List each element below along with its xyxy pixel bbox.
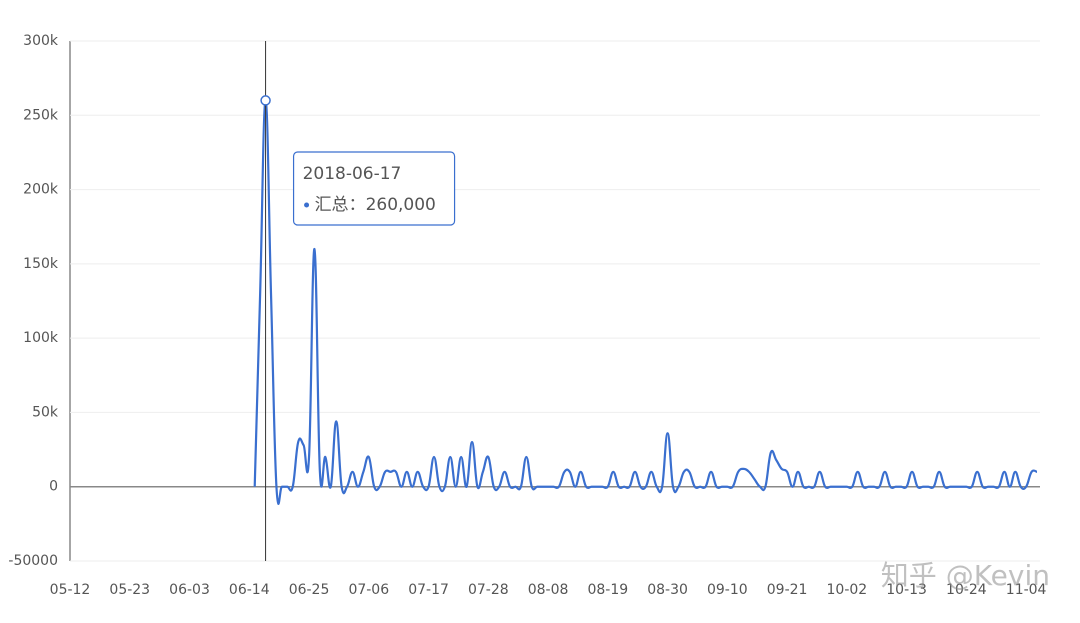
x-tick-label: 06-03 bbox=[169, 582, 210, 598]
tooltip-title: 2018-06-17 bbox=[303, 164, 402, 184]
tooltip-value: 汇总：260,000 bbox=[315, 195, 436, 215]
y-tick-label: 0 bbox=[49, 479, 58, 495]
y-tick-label: -50000 bbox=[8, 553, 58, 569]
tooltip-series-name: 汇总 bbox=[315, 195, 349, 215]
x-tick-label: 08-19 bbox=[587, 582, 628, 598]
y-tick-label: 150k bbox=[23, 256, 59, 272]
x-tick-label: 10-24 bbox=[946, 582, 987, 598]
x-tick-label: 09-10 bbox=[707, 582, 748, 598]
tooltip-value-label: 260,000 bbox=[366, 195, 436, 215]
y-tick-label: 50k bbox=[32, 404, 59, 420]
tooltip-dot bbox=[304, 202, 310, 208]
x-tick-label: 11-04 bbox=[1006, 582, 1047, 598]
watermark: 知乎 @Kevin bbox=[881, 559, 1050, 592]
x-tick-label: 09-21 bbox=[767, 582, 808, 598]
x-tick-label: 05-23 bbox=[109, 582, 150, 598]
y-tick-label: 200k bbox=[23, 182, 59, 198]
x-tick-label: 07-17 bbox=[408, 582, 449, 598]
x-tick-label: 06-25 bbox=[289, 582, 330, 598]
x-tick-label: 06-14 bbox=[229, 582, 270, 598]
x-tick-label: 10-02 bbox=[827, 582, 868, 598]
x-tick-label: 05-12 bbox=[50, 582, 91, 598]
y-tick-label: 100k bbox=[23, 330, 59, 346]
line bbox=[253, 99, 1038, 505]
tooltip bbox=[292, 151, 456, 226]
highlight-point bbox=[260, 95, 271, 106]
x-tick-label: 10-13 bbox=[886, 582, 927, 598]
x-tick-label: 08-08 bbox=[528, 582, 569, 598]
x-tick-label: 08-30 bbox=[647, 582, 688, 598]
x-tick-label: 07-28 bbox=[468, 582, 509, 598]
tooltip-separator: ： bbox=[349, 195, 366, 215]
y-tick-label: 300k bbox=[23, 33, 59, 49]
x-tick-label: 07-06 bbox=[348, 582, 389, 598]
y-tick-label: 250k bbox=[23, 107, 59, 123]
